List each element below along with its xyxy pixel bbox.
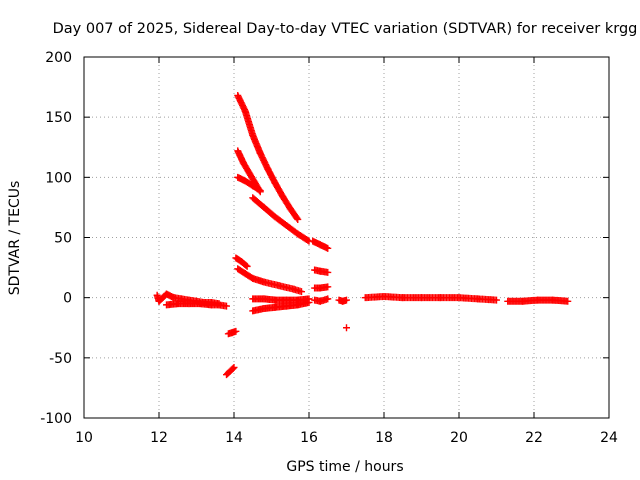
series-arc-low-positive-2	[234, 265, 305, 296]
y-tick-label: 100	[45, 170, 72, 186]
x-tick-label: 22	[525, 430, 543, 446]
data-point	[324, 244, 332, 252]
series-arc-mid-early	[163, 300, 230, 310]
data-point	[324, 268, 332, 276]
y-axis-label: SDTVAR / TECUs	[7, 181, 23, 296]
series-arc-low-positive-1	[232, 254, 251, 270]
x-tick-label: 14	[225, 430, 243, 446]
grid-lines	[84, 57, 609, 418]
data-point	[564, 297, 572, 305]
series-arc-16h-positive	[311, 266, 332, 276]
data-point	[298, 288, 305, 296]
data-point	[324, 283, 332, 291]
y-tick-label: 200	[45, 50, 72, 66]
data-point	[243, 262, 251, 270]
y-tick-label: 0	[63, 291, 72, 307]
series-arc-late-1	[361, 292, 500, 304]
series-arc-slight-negative	[249, 298, 313, 315]
data-point	[343, 296, 350, 304]
series-arc-near-zero-mid	[249, 295, 313, 304]
data-point	[305, 298, 313, 306]
series-arc-16h-small	[311, 283, 332, 292]
y-tick-label: -50	[49, 351, 72, 367]
data-point	[304, 236, 312, 244]
tick-marks	[83, 56, 610, 419]
data-point	[493, 296, 500, 304]
series-arc-16h-zero	[311, 295, 332, 305]
x-tick-label: 18	[375, 430, 393, 446]
series-arc-peak-high	[234, 92, 302, 223]
plot-frame	[83, 56, 610, 419]
x-tick-labels: 10 12 14 16 18 20 22 24	[75, 430, 618, 446]
x-tick-label: 10	[75, 430, 93, 446]
series-arc-descending	[249, 194, 313, 245]
data-point	[230, 363, 238, 371]
x-tick-label: 24	[600, 430, 618, 446]
data-point	[242, 261, 250, 269]
x-tick-label: 20	[450, 430, 468, 446]
y-tick-label: 150	[45, 110, 72, 126]
data-point	[343, 324, 350, 332]
data-point	[293, 214, 301, 222]
data-point	[255, 186, 263, 194]
y-tick-labels: -100 -50 0 50 100 150 200	[40, 50, 72, 427]
series-arc-negative-large	[223, 363, 238, 379]
data-point	[294, 215, 302, 223]
data-point	[324, 295, 332, 303]
x-tick-label: 16	[300, 430, 318, 446]
series-arc-17h	[335, 296, 350, 305]
series-arc-late-2	[504, 296, 572, 305]
y-tick-label: -100	[40, 411, 72, 427]
chart-title: Day 007 of 2025, Sidereal Day-to-day VTE…	[53, 21, 638, 37]
data-point	[232, 327, 240, 335]
series-arc-second-high	[234, 173, 264, 195]
series-outlier-17h	[343, 324, 350, 332]
data-point	[223, 302, 230, 310]
y-tick-label: 50	[54, 231, 72, 247]
series-arc-late-tail	[309, 237, 332, 252]
x-tick-label: 12	[150, 430, 168, 446]
data-point	[229, 364, 237, 372]
x-axis-label: GPS time / hours	[286, 459, 403, 475]
data-points	[153, 92, 572, 379]
series-arc-negative-small	[224, 327, 240, 338]
data-point	[256, 187, 264, 195]
